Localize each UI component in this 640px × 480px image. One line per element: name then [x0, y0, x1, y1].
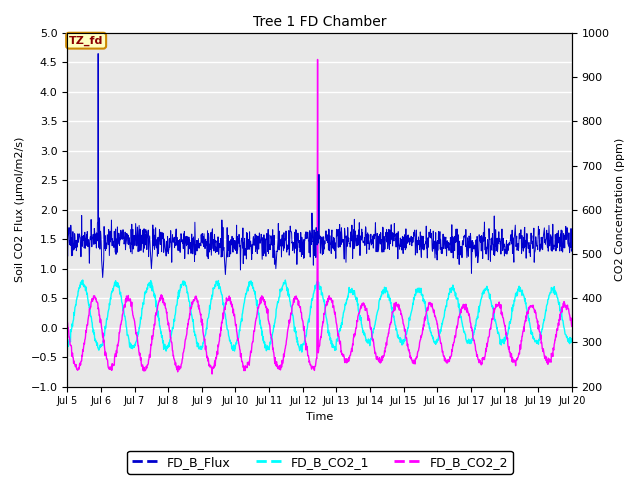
Legend: FD_B_Flux, FD_B_CO2_1, FD_B_CO2_2: FD_B_Flux, FD_B_CO2_1, FD_B_CO2_2	[127, 451, 513, 474]
Y-axis label: Soil CO2 Flux (μmol/m2/s): Soil CO2 Flux (μmol/m2/s)	[15, 137, 25, 282]
Title: Tree 1 FD Chamber: Tree 1 FD Chamber	[253, 15, 387, 29]
Y-axis label: CO2 Concentration (ppm): CO2 Concentration (ppm)	[615, 138, 625, 281]
X-axis label: Time: Time	[306, 412, 333, 422]
Text: TZ_fd: TZ_fd	[69, 36, 103, 46]
